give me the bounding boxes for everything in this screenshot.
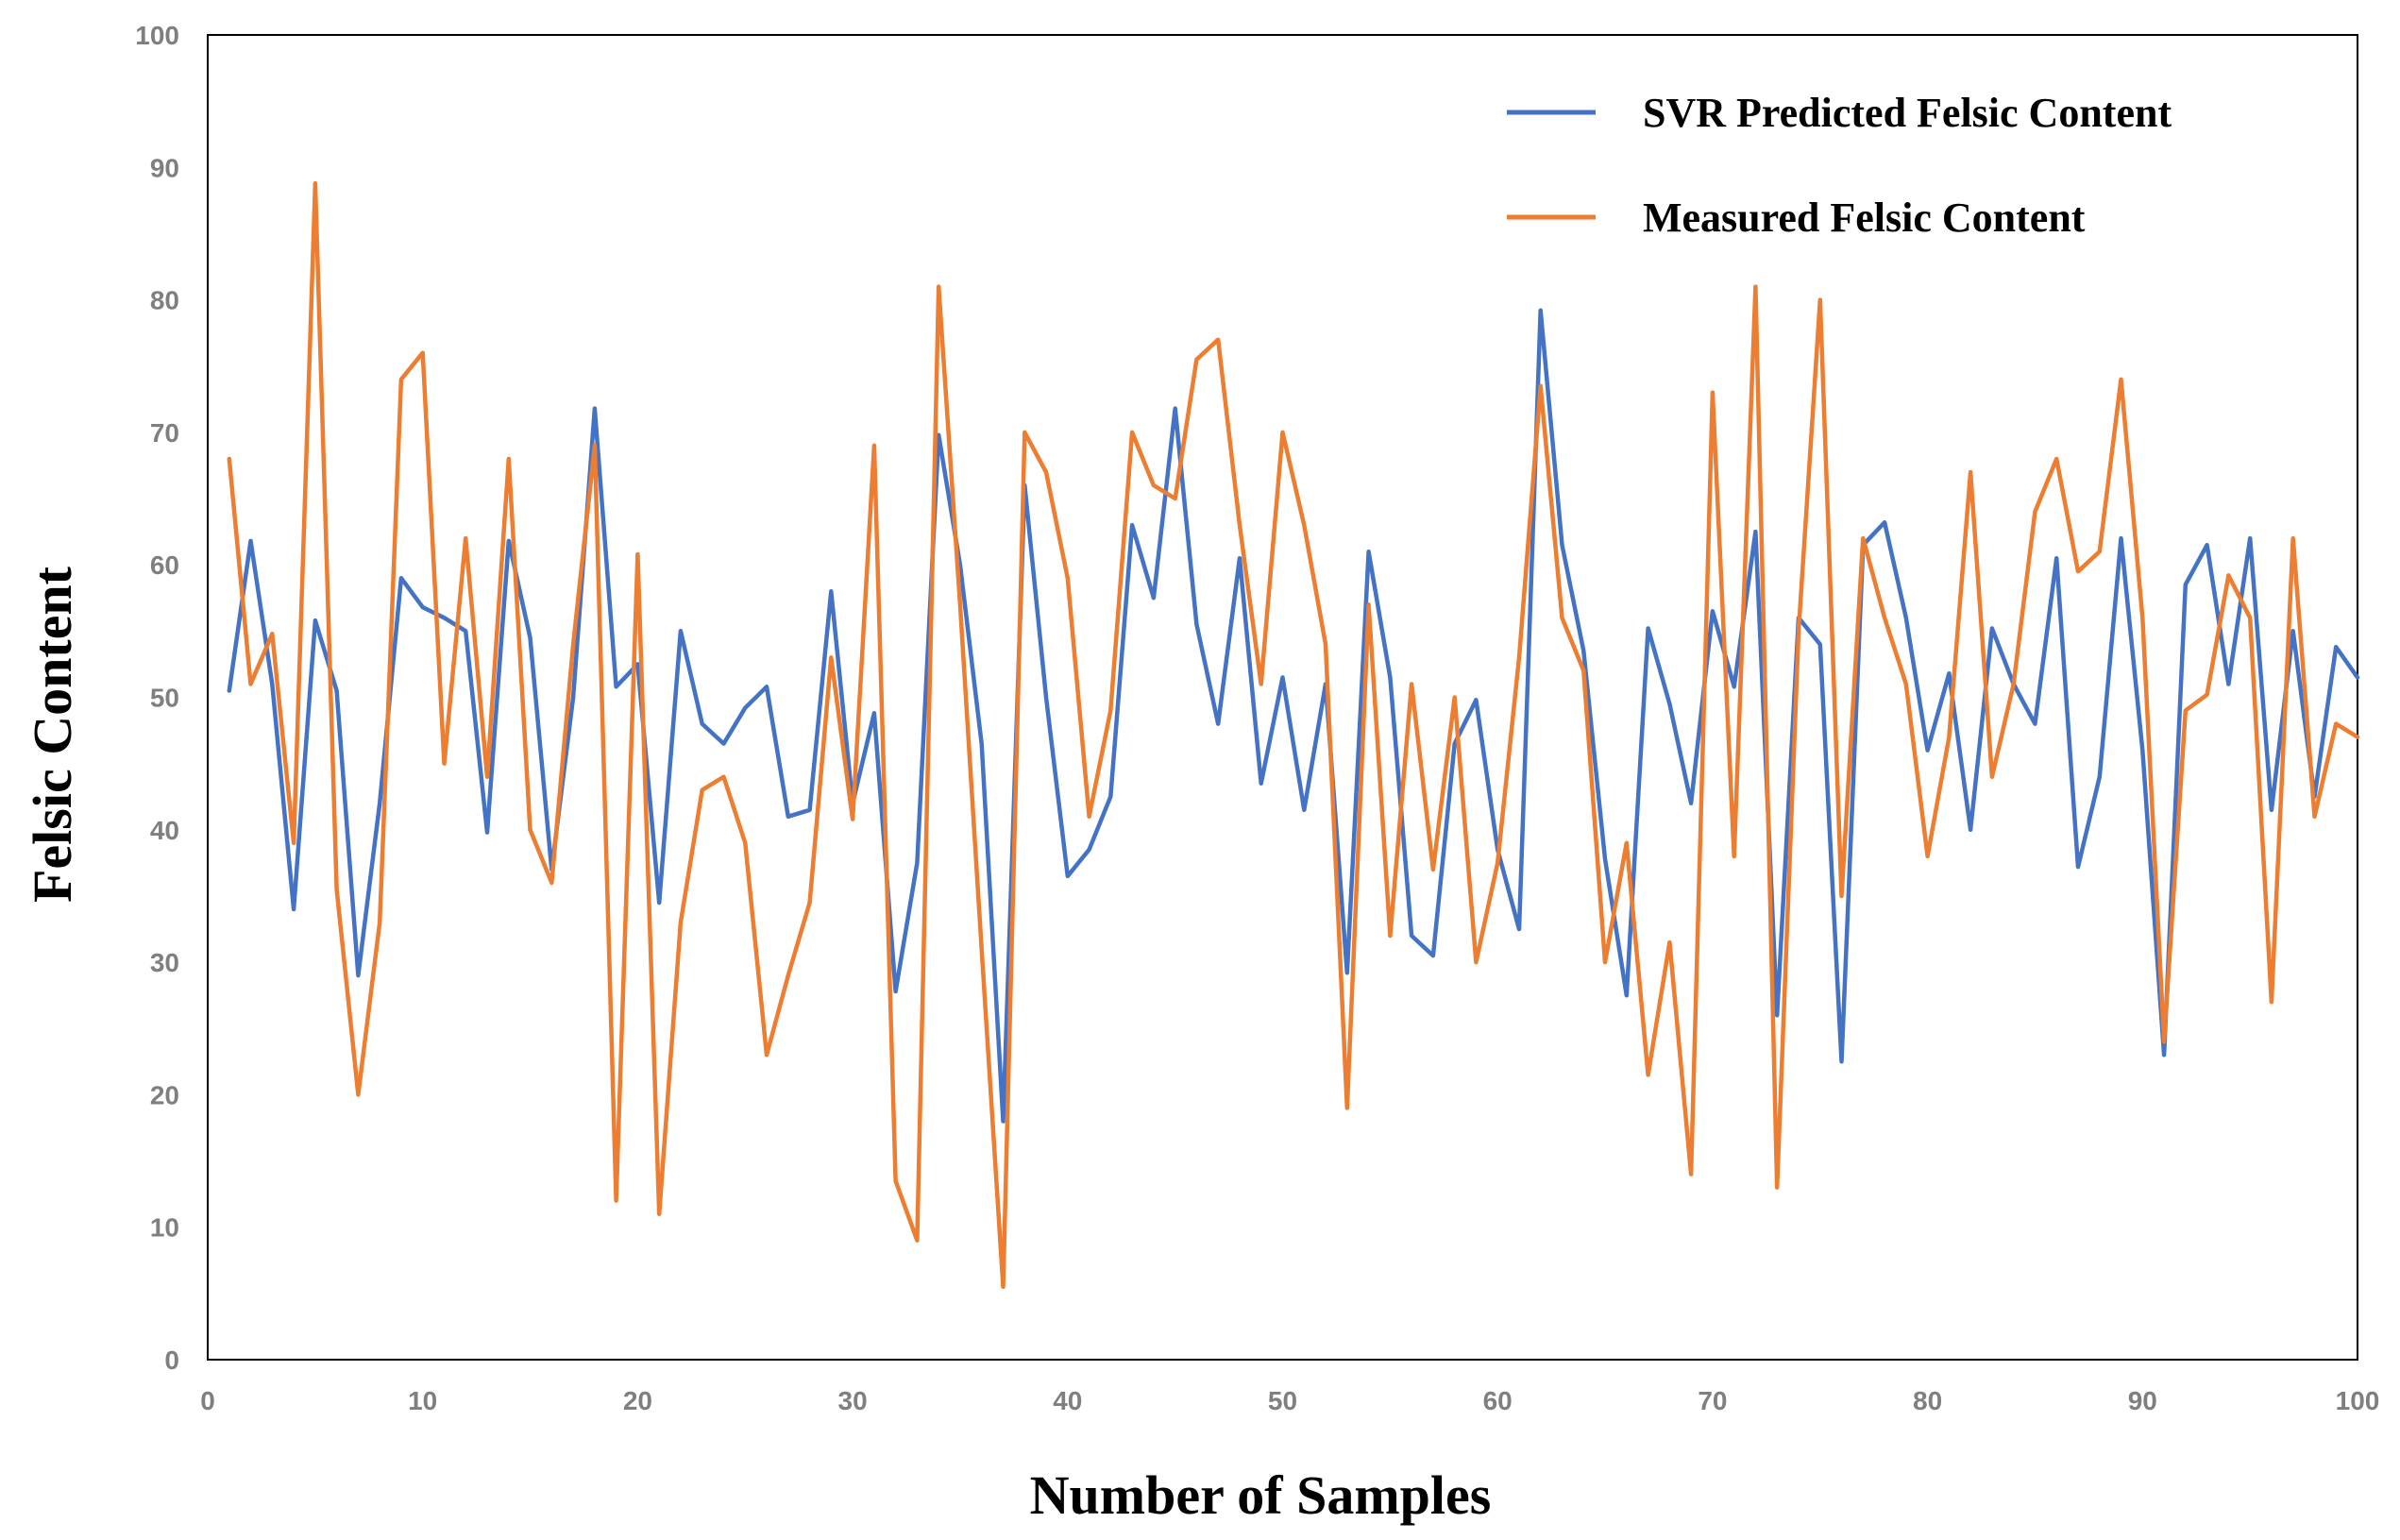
legend-label-svr-predicted: SVR Predicted Felsic Content	[1643, 90, 2172, 136]
x-tick-label: 40	[1053, 1386, 1082, 1415]
y-tick-label: 100	[135, 21, 179, 50]
y-tick-label: 60	[150, 550, 179, 580]
x-tick-label: 70	[1698, 1386, 1727, 1415]
x-tick-label: 80	[1913, 1386, 1942, 1415]
x-tick-label: 50	[1268, 1386, 1297, 1415]
y-tick-label: 40	[150, 816, 179, 845]
legend-label-measured: Measured Felsic Content	[1643, 195, 2086, 241]
y-tick-label: 80	[150, 286, 179, 315]
y-tick-label: 30	[150, 948, 179, 977]
x-tick-label: 10	[408, 1386, 437, 1415]
y-axis-ticks: 0 10 20 30 40 50 60 70 80 90 100	[135, 21, 179, 1375]
y-tick-label: 50	[150, 684, 179, 713]
x-tick-label: 30	[838, 1386, 868, 1415]
y-tick-label: 20	[150, 1080, 179, 1109]
y-tick-label: 90	[150, 153, 179, 182]
x-tick-label: 100	[2336, 1386, 2380, 1415]
plot-area-frame	[207, 34, 2358, 1361]
series-line-measured	[227, 180, 2360, 1290]
series-lines	[227, 180, 2360, 1290]
y-tick-label: 10	[150, 1213, 179, 1243]
legend: SVR Predicted Felsic Content Measured Fe…	[1507, 90, 2172, 241]
x-tick-label: 20	[623, 1386, 652, 1415]
x-tick-label: 60	[1483, 1386, 1513, 1415]
x-tick-label: 90	[2128, 1386, 2157, 1415]
x-axis-title: Number of Samples	[1030, 1464, 1492, 1526]
x-axis-ticks: 0 10 20 30 40 50 60 70 80 90 100	[200, 1386, 2379, 1415]
x-tick-label: 0	[200, 1386, 215, 1415]
y-axis-title: Felsic Content	[22, 566, 83, 903]
y-tick-label: 70	[150, 418, 179, 448]
y-tick-label: 0	[164, 1345, 179, 1375]
